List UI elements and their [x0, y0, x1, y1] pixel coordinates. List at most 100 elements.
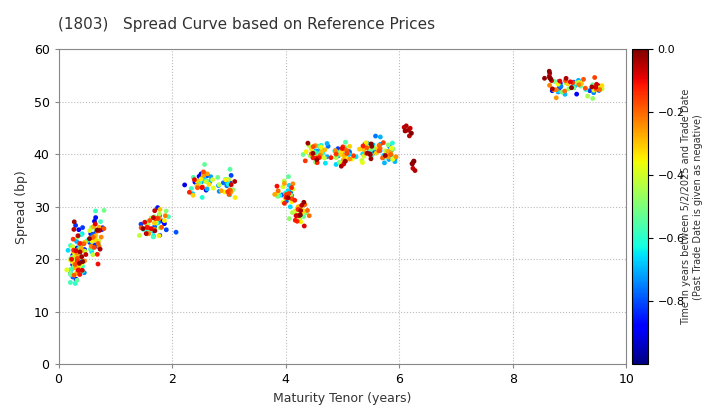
Point — [544, 70, 555, 77]
Point — [75, 244, 86, 251]
Point — [544, 74, 555, 81]
Point — [87, 231, 99, 238]
Point — [160, 213, 171, 219]
Point — [384, 150, 396, 156]
Point — [187, 192, 199, 199]
Point — [568, 84, 580, 91]
Point — [305, 146, 317, 152]
Point — [384, 143, 395, 150]
Point — [78, 269, 90, 276]
Point — [282, 194, 294, 201]
Point — [70, 252, 81, 259]
Point — [587, 95, 598, 102]
Point — [329, 147, 341, 154]
Point — [68, 264, 79, 270]
Point — [200, 187, 212, 194]
Point — [207, 185, 219, 192]
Point — [213, 181, 225, 188]
Point — [95, 218, 107, 225]
Point — [96, 234, 107, 241]
Point — [152, 204, 163, 211]
Point — [90, 207, 102, 214]
Point — [566, 84, 577, 91]
Point — [67, 254, 78, 260]
Point — [141, 224, 153, 231]
Point — [71, 270, 82, 277]
Point — [66, 266, 77, 273]
Point — [361, 150, 373, 157]
Point — [582, 93, 593, 100]
Point — [98, 225, 109, 232]
Point — [588, 87, 600, 94]
Point — [65, 257, 76, 263]
Point — [341, 150, 353, 157]
Point — [158, 217, 170, 224]
Point — [145, 225, 157, 232]
Point — [310, 148, 321, 155]
Point — [307, 150, 319, 157]
Point — [289, 197, 300, 204]
Point — [584, 87, 595, 94]
Point — [344, 143, 356, 150]
Point — [284, 203, 296, 210]
Point — [86, 248, 97, 255]
Point — [93, 243, 104, 250]
Point — [73, 260, 84, 266]
Point — [94, 227, 105, 234]
Point — [153, 232, 165, 239]
Point — [71, 238, 82, 245]
Point — [219, 189, 230, 195]
Point — [139, 219, 150, 226]
Point — [94, 242, 105, 249]
Point — [148, 213, 160, 220]
Point — [225, 181, 237, 188]
Point — [580, 85, 591, 92]
Point — [368, 147, 379, 153]
Point — [590, 84, 602, 91]
Point — [96, 224, 108, 231]
Point — [378, 152, 390, 159]
Point — [91, 251, 103, 258]
Point — [555, 83, 567, 89]
Point — [363, 145, 374, 152]
Point — [197, 172, 209, 178]
Point — [284, 193, 295, 200]
Point — [68, 226, 80, 233]
Point — [144, 217, 156, 224]
Point — [163, 213, 174, 220]
Point — [408, 158, 420, 165]
X-axis label: Maturity Tenor (years): Maturity Tenor (years) — [273, 392, 412, 405]
Point — [316, 154, 328, 160]
Point — [191, 177, 202, 184]
Point — [564, 79, 576, 85]
Point — [272, 187, 284, 194]
Point — [329, 148, 341, 155]
Point — [71, 249, 82, 256]
Point — [323, 143, 334, 150]
Point — [71, 264, 82, 270]
Point — [371, 150, 382, 156]
Point — [315, 148, 326, 155]
Point — [148, 214, 159, 221]
Point — [73, 226, 84, 233]
Point — [544, 82, 555, 89]
Point — [145, 226, 157, 233]
Point — [230, 194, 241, 201]
Point — [76, 253, 87, 260]
Point — [367, 142, 379, 148]
Point — [357, 150, 369, 157]
Point — [140, 219, 151, 226]
Point — [67, 273, 78, 280]
Point — [161, 226, 172, 233]
Point — [74, 249, 86, 255]
Point — [390, 156, 401, 163]
Point — [386, 152, 397, 159]
Point — [307, 143, 319, 150]
Point — [76, 267, 88, 274]
Point — [335, 151, 346, 158]
Point — [292, 205, 304, 211]
Point — [189, 179, 201, 186]
Point — [377, 155, 388, 161]
Point — [223, 191, 235, 198]
Point — [69, 261, 81, 268]
